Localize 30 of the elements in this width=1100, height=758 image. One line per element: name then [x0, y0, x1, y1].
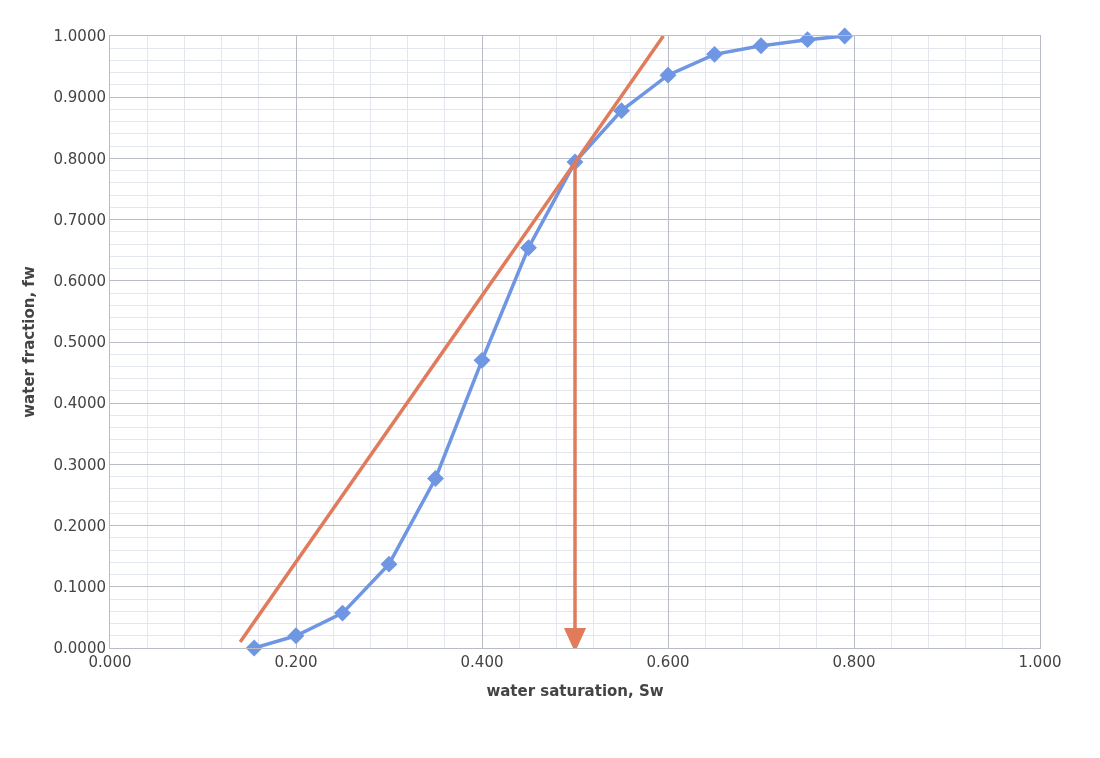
point: [659, 66, 677, 84]
x-tick-label: 0.800: [832, 653, 876, 671]
x-tick-label: 1.000: [1018, 653, 1062, 671]
y-tick-label: 0.5000: [53, 333, 106, 352]
point: [287, 627, 305, 645]
y-tick-label: 0.4000: [53, 394, 106, 413]
x-tick-label: 0.200: [274, 653, 318, 671]
point: [836, 27, 854, 45]
x-tick-label: 0.400: [460, 653, 504, 671]
y-tick-label: 0.1000: [53, 578, 106, 597]
y-tick-label: 0.2000: [53, 516, 106, 535]
x-axis-title: water saturation, Sw: [486, 682, 664, 700]
y-tick-label: 0.6000: [53, 272, 106, 291]
point: [245, 639, 263, 657]
y-tick-label: 1.0000: [53, 27, 106, 46]
x-tick-label: 0.600: [646, 653, 690, 671]
point: [334, 604, 351, 622]
point: [613, 102, 630, 120]
point: [799, 31, 816, 49]
point: [380, 555, 398, 573]
point: [706, 45, 723, 63]
point: [520, 239, 537, 257]
point: [752, 37, 770, 55]
y-axis-title: water fraction, fw: [19, 266, 38, 418]
point: [473, 351, 491, 369]
y-tick-label: 0.7000: [53, 210, 106, 229]
y-tick-label: 0.8000: [53, 149, 106, 168]
point: [427, 470, 444, 487]
y-tick-label: 0.9000: [53, 88, 106, 107]
y-tick-label: 0.3000: [53, 455, 106, 474]
